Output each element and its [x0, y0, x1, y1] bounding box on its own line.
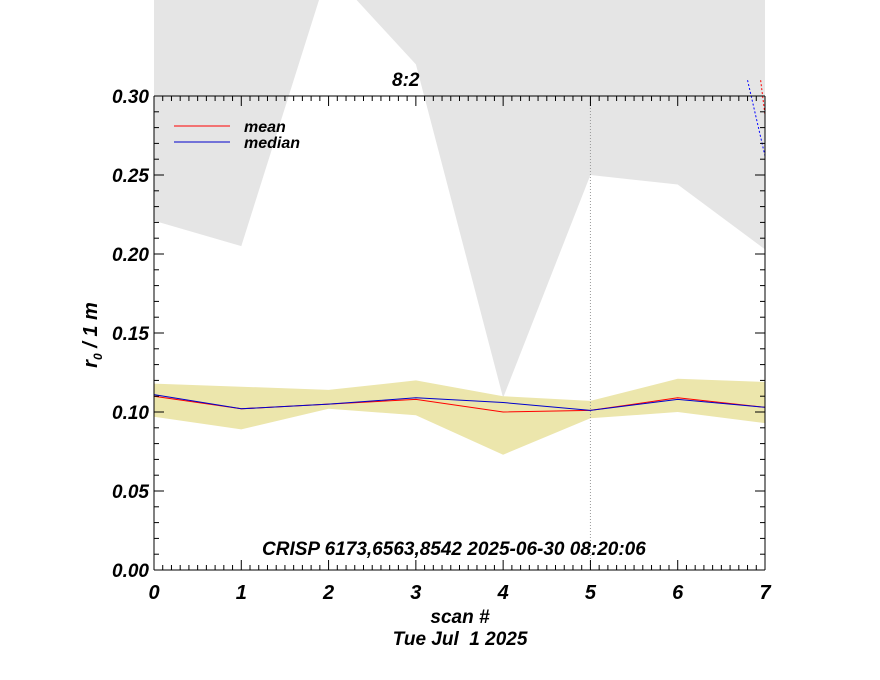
legend-label-median: median — [244, 135, 300, 152]
y-tick-label: 0.00 — [112, 561, 149, 582]
series-line-median — [153, 394, 766, 411]
offscale-segment-1 — [760, 80, 766, 116]
y-tick-label: 0.25 — [112, 166, 149, 187]
y-tick-label: 0.20 — [112, 245, 149, 266]
x-tick-label: 5 — [585, 582, 597, 604]
y-tick-label: 0.15 — [112, 324, 149, 345]
y-axis-label-sub: 0 — [91, 353, 105, 360]
x-tick-label: 6 — [672, 582, 684, 604]
y-axis-label-rest: / 1 m — [80, 302, 102, 353]
x-tick-label: 1 — [236, 582, 247, 604]
inner-range-band — [154, 378, 765, 455]
date-label: Tue Jul 1 2025 — [393, 629, 528, 650]
outer-range-band — [154, 0, 765, 398]
x-tick-label: 4 — [497, 582, 509, 604]
y-tick-label: 0.05 — [112, 482, 149, 503]
chart-title-fragment: 8:2 — [392, 70, 420, 91]
x-tick-label: 2 — [322, 582, 334, 604]
y-tick-label: 0.10 — [112, 403, 149, 424]
legend-label-mean: mean — [244, 119, 286, 136]
x-tick-label: 3 — [410, 582, 421, 604]
x-axis-label: scan # — [430, 607, 490, 628]
x-tick-label: 7 — [759, 582, 771, 604]
y-axis-label-main: r — [80, 359, 102, 368]
y-tick-label: 0.30 — [112, 87, 149, 108]
y-axis-label: r0 / 1 m — [80, 302, 105, 368]
x-tick-label: 0 — [148, 582, 159, 604]
chart-annotation: CRISP 6173,6563,8542 2025-06-30 08:20:06 — [262, 539, 646, 560]
